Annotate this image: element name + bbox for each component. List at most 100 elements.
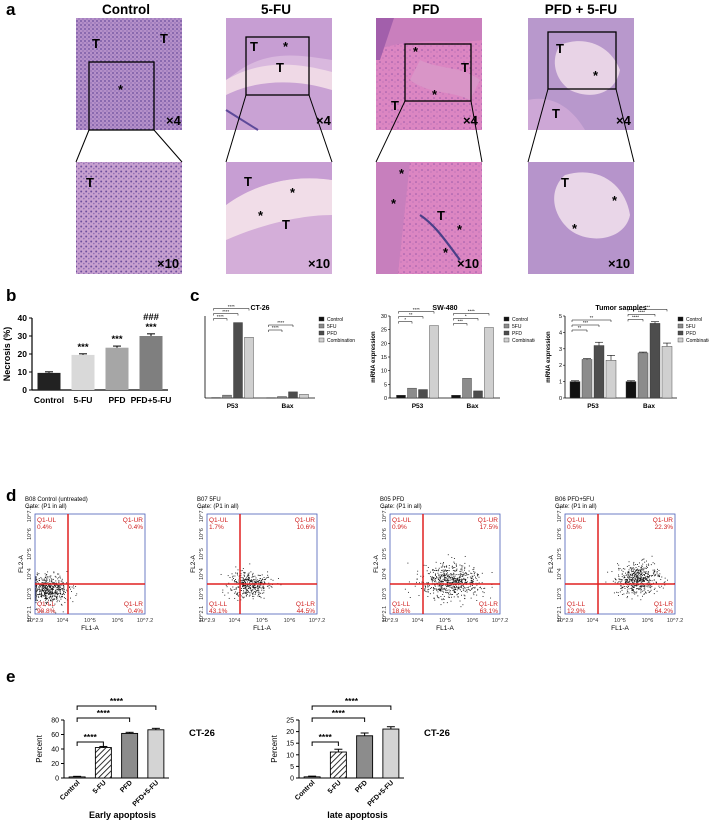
event-dot xyxy=(45,597,47,598)
event-dot xyxy=(447,581,449,583)
event-dot xyxy=(242,597,244,599)
event-dot xyxy=(634,572,635,573)
event-dot xyxy=(638,580,640,582)
event-dot xyxy=(242,590,244,592)
event-dot xyxy=(48,594,49,596)
event-dot xyxy=(41,590,43,592)
event-dot xyxy=(35,576,37,578)
event-dot xyxy=(450,586,452,588)
event-dot xyxy=(250,581,252,583)
event-dot xyxy=(442,563,444,565)
event-dot xyxy=(652,569,654,571)
event-dot xyxy=(626,574,628,576)
bar xyxy=(605,360,617,399)
event-dot xyxy=(51,600,53,602)
event-dot xyxy=(448,589,450,591)
event-dot xyxy=(472,569,474,571)
event-dot xyxy=(630,574,632,576)
event-dot xyxy=(59,589,61,591)
x-tick-label: Control xyxy=(34,395,64,405)
event-dot xyxy=(450,584,452,586)
event-dot xyxy=(459,582,461,584)
event-dot xyxy=(258,574,260,576)
event-dot xyxy=(434,581,435,583)
event-dot xyxy=(468,586,469,588)
bar xyxy=(147,729,165,779)
event-dot xyxy=(627,574,629,576)
event-dot xyxy=(491,586,493,588)
event-dot xyxy=(449,577,451,579)
legend-label: Control xyxy=(686,317,702,323)
y-tick-label: 5 xyxy=(559,314,562,320)
event-dot xyxy=(465,589,467,591)
event-dot xyxy=(465,572,467,574)
event-dot xyxy=(52,586,54,588)
event-dot xyxy=(69,587,70,589)
event-dot xyxy=(656,573,658,575)
event-dot xyxy=(54,593,56,595)
significance-bracket xyxy=(453,318,479,321)
bar xyxy=(244,337,254,399)
x-tick-label: PFD xyxy=(109,395,126,405)
event-dot xyxy=(236,593,238,595)
event-dot xyxy=(459,578,461,580)
event-dot xyxy=(262,586,264,588)
event-dot xyxy=(633,577,635,579)
event-dot xyxy=(471,577,473,579)
y-tick-label: 0 xyxy=(22,385,27,395)
event-dot xyxy=(443,578,445,580)
event-dot xyxy=(448,575,449,577)
event-dot xyxy=(235,566,237,568)
event-dot xyxy=(461,587,463,589)
event-dot xyxy=(41,594,43,596)
event-dot xyxy=(635,574,637,576)
event-dot xyxy=(630,567,632,569)
event-dot xyxy=(470,582,472,584)
event-dot xyxy=(454,584,456,586)
event-dot xyxy=(255,590,257,592)
event-dot xyxy=(41,578,43,580)
event-dot xyxy=(449,596,451,598)
marker: * xyxy=(432,87,438,102)
event-dot xyxy=(641,574,643,576)
marker: * xyxy=(258,208,264,223)
event-dot xyxy=(626,592,628,594)
event-dot xyxy=(446,566,448,568)
event-dot xyxy=(440,596,442,598)
event-dot xyxy=(463,577,465,579)
y-tick-label: 10^4 xyxy=(199,568,205,580)
event-dot xyxy=(259,586,261,588)
event-dot xyxy=(245,579,247,581)
event-dot xyxy=(41,602,42,604)
event-dot xyxy=(265,578,267,580)
event-dot xyxy=(644,574,645,576)
event-dot xyxy=(447,554,449,556)
event-dot xyxy=(241,581,243,583)
event-dot xyxy=(642,579,644,581)
event-dot xyxy=(633,586,635,588)
event-dot xyxy=(638,570,639,571)
event-dot xyxy=(452,574,454,576)
event-dot xyxy=(661,576,663,578)
event-dot xyxy=(645,578,647,580)
significance-label: **** xyxy=(332,708,346,718)
event-dot xyxy=(461,567,463,569)
event-dot xyxy=(246,576,248,578)
event-dot xyxy=(50,599,52,601)
event-dot xyxy=(459,576,461,578)
event-dot xyxy=(466,587,468,589)
event-dot xyxy=(46,574,48,576)
scatter-points xyxy=(605,555,675,601)
event-dot xyxy=(626,580,628,582)
event-dot xyxy=(450,593,452,595)
x-tick-label: 5-FU xyxy=(92,779,108,795)
y-tick-label: 10^3 xyxy=(27,588,33,600)
event-dot xyxy=(465,574,467,576)
event-dot xyxy=(244,581,245,583)
event-dot xyxy=(261,582,263,584)
event-dot xyxy=(424,585,426,587)
event-dot xyxy=(449,590,451,592)
event-dot xyxy=(432,571,434,573)
event-dot xyxy=(629,567,631,569)
event-dot xyxy=(420,575,422,577)
